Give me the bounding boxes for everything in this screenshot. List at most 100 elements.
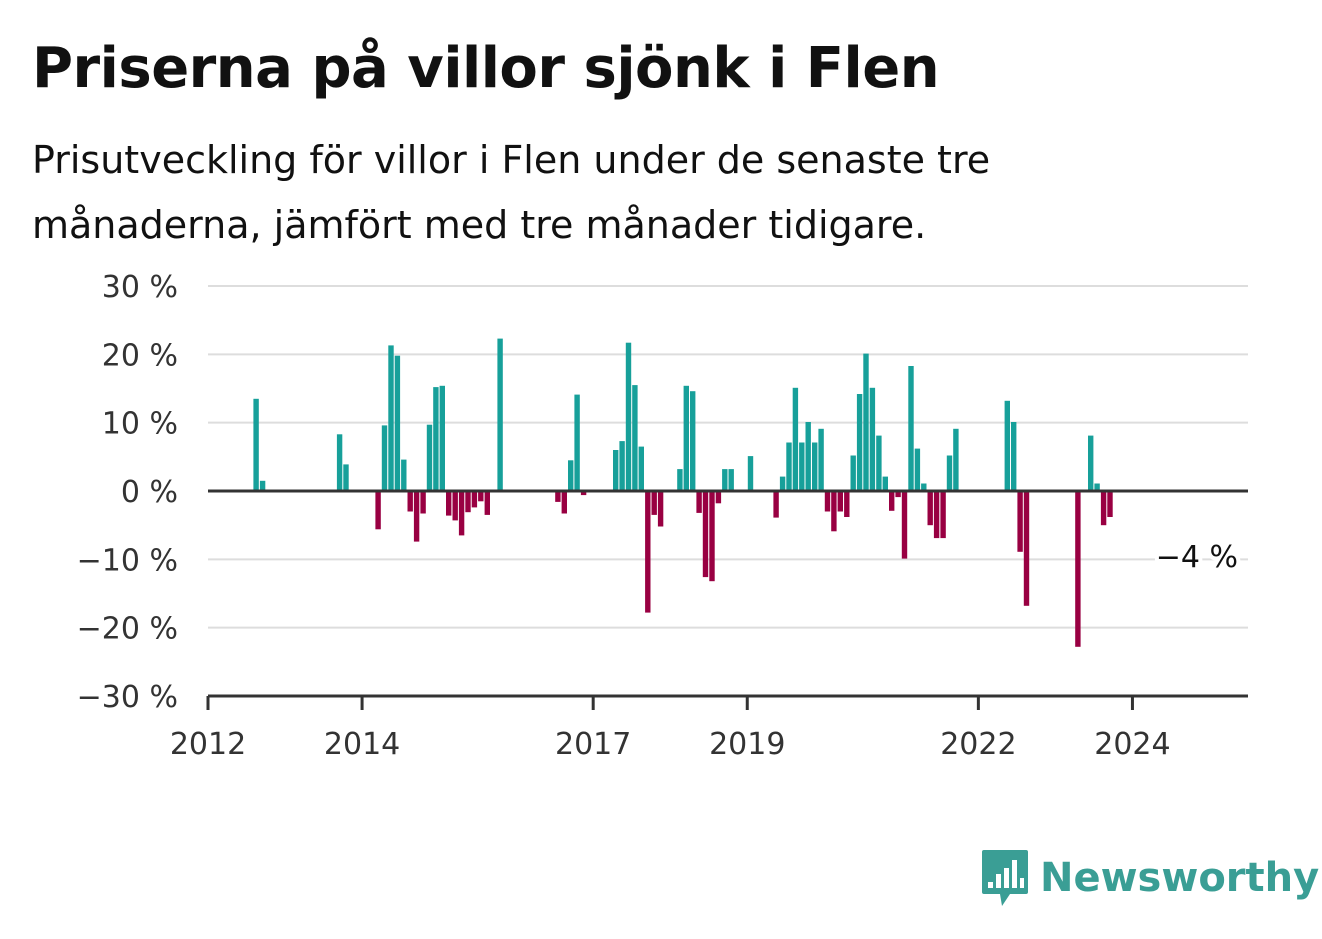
bar-series <box>253 338 1113 647</box>
bar <box>478 491 484 502</box>
bar <box>497 338 503 491</box>
bar <box>812 442 818 491</box>
bar <box>933 491 940 539</box>
bar <box>619 441 625 491</box>
bar <box>1100 491 1107 526</box>
bar <box>381 425 388 491</box>
bar <box>645 491 651 613</box>
bar <box>831 491 837 532</box>
bar <box>420 491 426 514</box>
bar <box>484 491 490 515</box>
bar <box>1011 422 1017 491</box>
bar <box>709 491 715 582</box>
y-tick-label: 0 % <box>121 475 178 510</box>
bar <box>471 491 478 508</box>
y-tick-label: −30 % <box>77 680 178 715</box>
bar <box>818 428 824 491</box>
brand-name: Newsworthy <box>1040 855 1320 901</box>
bar <box>401 459 407 491</box>
bar <box>908 366 914 491</box>
grid-lines <box>208 285 1248 629</box>
bar <box>632 385 638 491</box>
bar <box>715 491 722 504</box>
bar <box>702 491 709 578</box>
bar <box>779 476 786 491</box>
bar <box>568 460 574 492</box>
bar <box>343 464 349 491</box>
x-tick-label: 2014 <box>324 727 400 762</box>
bar <box>946 455 953 491</box>
bar <box>574 394 580 491</box>
bar <box>869 387 876 491</box>
bar <box>253 398 259 492</box>
bar <box>728 469 734 491</box>
bar <box>1004 400 1010 491</box>
bar <box>914 448 921 491</box>
bar <box>889 491 895 511</box>
bar <box>1094 483 1100 491</box>
y-tick-label: −10 % <box>77 543 178 578</box>
bar <box>895 491 901 498</box>
bar <box>1107 491 1113 517</box>
bar <box>259 480 266 492</box>
bar <box>683 385 689 491</box>
y-tick-label: 20 % <box>102 338 178 373</box>
bar <box>747 456 754 491</box>
bar <box>805 422 811 491</box>
bar <box>863 353 869 491</box>
y-tick-label: 10 % <box>102 407 178 442</box>
bar <box>940 491 946 539</box>
last-value-label: −4 % <box>1156 540 1238 575</box>
bar <box>613 450 619 491</box>
bar <box>433 387 439 491</box>
bar <box>792 387 799 491</box>
bar <box>657 491 664 527</box>
bar-chart-speech-bubble-icon <box>982 850 1028 906</box>
bar <box>394 355 401 491</box>
y-tick-label: −20 % <box>77 612 178 647</box>
bar <box>1075 491 1081 647</box>
bar <box>336 434 343 491</box>
x-tick-label: 2024 <box>1094 727 1170 762</box>
bar <box>439 385 445 491</box>
bar <box>388 345 394 491</box>
bar <box>850 455 856 491</box>
bar <box>690 391 696 491</box>
tick-labels: 30 % 20 % 10 % 0 % −10 % −20 % −30 % 2012 2014 20… <box>77 270 1242 762</box>
bar <box>452 491 458 521</box>
brand-logo: Newsworthy <box>980 848 1319 908</box>
bar <box>625 342 632 491</box>
bar <box>555 491 561 502</box>
x-tick-label: 2022 <box>940 727 1016 762</box>
bar <box>773 491 779 518</box>
bar <box>561 491 567 514</box>
bar <box>844 491 850 517</box>
bar <box>901 491 908 559</box>
bar <box>837 491 843 512</box>
bar <box>722 469 728 491</box>
bar <box>375 491 381 530</box>
bar <box>799 442 805 491</box>
bar <box>638 446 644 491</box>
bar <box>927 491 933 526</box>
bar <box>786 442 792 491</box>
bar <box>1023 491 1030 606</box>
bar-chart: 30 % 20 % 10 % 0 % −10 % −20 % −30 % 2012 2014 20… <box>77 270 1248 762</box>
bar <box>824 491 831 512</box>
bar <box>882 476 888 491</box>
bar <box>921 483 927 491</box>
bar <box>407 491 413 512</box>
x-tick-label: 2012 <box>170 727 246 762</box>
x-tick-label: 2017 <box>555 727 631 762</box>
chart-subtitle: Prisutveckling för villor i Flen under d… <box>32 138 991 247</box>
bar <box>580 491 587 496</box>
bar <box>1088 435 1094 491</box>
chart-title: Priserna på villor sjönk i Flen <box>32 36 940 101</box>
bar <box>856 394 863 491</box>
x-tick-label: 2019 <box>709 727 785 762</box>
y-tick-label: 30 % <box>102 270 178 305</box>
bar <box>876 435 882 491</box>
bar <box>651 491 657 515</box>
bar <box>413 491 420 542</box>
bar <box>677 469 683 491</box>
